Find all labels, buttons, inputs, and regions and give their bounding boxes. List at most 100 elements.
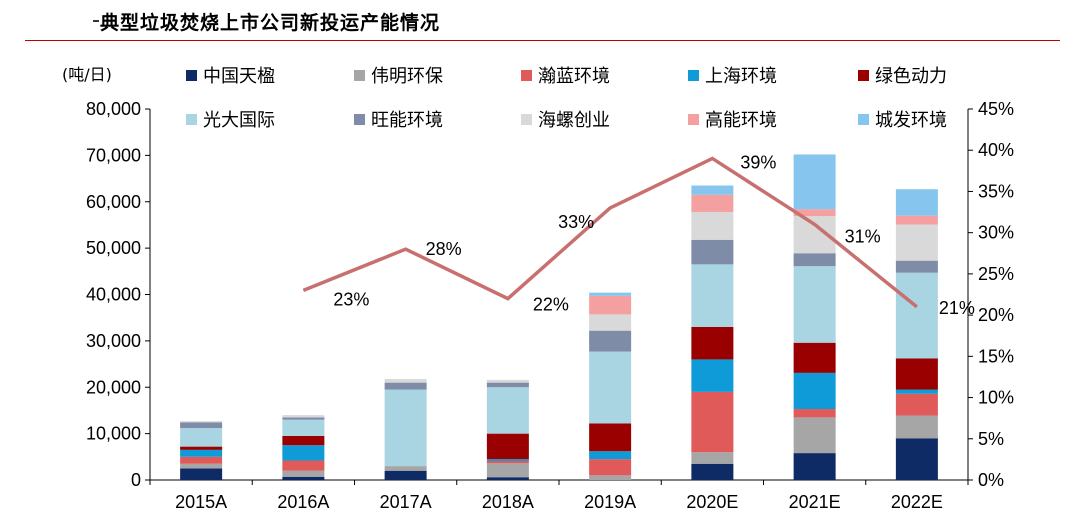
y-tick-label: 50,000 (86, 238, 141, 258)
bar-segment (180, 456, 223, 464)
bar-segment (691, 264, 734, 327)
bar-segment (486, 460, 529, 464)
bar-segment (384, 470, 427, 480)
bar-segment (589, 330, 632, 352)
legend-swatch (688, 114, 699, 125)
bar-segment (589, 423, 632, 452)
bar-segment (180, 422, 223, 429)
bar-segment (895, 224, 938, 261)
bar-segment (895, 415, 938, 439)
y-tick-label: 80,000 (86, 99, 141, 119)
bar-segment (486, 379, 529, 383)
bar-segment (486, 459, 529, 461)
legend-label: 旺能环境 (371, 110, 443, 131)
line-data-label: 31% (845, 226, 881, 246)
bar-segment (282, 419, 325, 436)
bar-segment (589, 292, 632, 296)
legend-label: 绿色动力 (875, 66, 947, 87)
line-data-label: 22% (533, 295, 569, 315)
bar-segment (895, 260, 938, 273)
bar-segment (691, 359, 734, 392)
bar-segment (282, 417, 325, 420)
bar-segment (589, 351, 632, 424)
x-tick-label: 2021E (789, 492, 841, 512)
y2-tick-label: 40% (978, 140, 1014, 160)
chart-line: 23% 28% 22% 33% 39% 31% 21% (302, 152, 975, 318)
y-tick-label: 60,000 (86, 192, 141, 212)
legend-swatch (521, 70, 532, 81)
y-tick-label: 70,000 (86, 145, 141, 165)
bar-segment (282, 460, 325, 471)
bar-segment (589, 314, 632, 331)
legend-label: 城发环境 (875, 110, 947, 131)
y-tick-label: 10,000 (86, 424, 141, 444)
bar-segment (895, 272, 938, 359)
chart-title: 典型垃圾焚烧上市公司新投运产能情况 (100, 12, 441, 34)
legend-label: 瀚蓝环境 (538, 66, 610, 87)
legend-swatch (521, 114, 532, 125)
x-tick-label: 2020E (686, 492, 738, 512)
x-tick-label: 2019A (584, 492, 636, 512)
bar-segment (793, 453, 836, 480)
legend-swatch (186, 70, 197, 81)
bar-segment (180, 468, 223, 480)
y2-tick-label: 20% (978, 305, 1014, 325)
bar-segment (282, 476, 325, 480)
bar-segment (691, 185, 734, 195)
bar-segment (384, 466, 427, 471)
legend-swatch (186, 114, 197, 125)
bar-segment (384, 389, 427, 467)
y2-tick-label: 15% (978, 346, 1014, 366)
y2-tick-label: 45% (978, 99, 1014, 119)
bar-segment (180, 421, 223, 423)
legend-swatch (858, 114, 869, 125)
bar-segment (486, 477, 529, 480)
x-tick-label: 2017A (380, 492, 432, 512)
chart-bars (180, 154, 938, 480)
bar-segment (793, 253, 836, 267)
legend-label: 中国天楹 (203, 66, 275, 87)
bar-segment (589, 475, 632, 480)
y2-tick-label: 5% (978, 429, 1004, 449)
bar-segment (895, 189, 938, 216)
bar-segment (895, 438, 938, 480)
bar-segment (282, 445, 325, 461)
bar-segment (486, 382, 529, 388)
bar-segment (793, 417, 836, 454)
title-marker (93, 20, 99, 22)
bar-segment (691, 452, 734, 464)
bar-segment (895, 393, 938, 416)
bar-segment (895, 358, 938, 390)
bar-segment (384, 378, 427, 383)
bar-segment (180, 446, 223, 450)
line-data-label: 23% (333, 289, 369, 309)
bar-segment (589, 451, 632, 460)
y2-tick-label: 30% (978, 223, 1014, 243)
bar-segment (486, 387, 529, 434)
bar-segment (793, 342, 836, 373)
bar-segment (589, 295, 632, 315)
bar-segment (691, 239, 734, 265)
legend-label: 上海环境 (705, 66, 777, 87)
bar-segment (180, 463, 223, 469)
y-axis-unit: (吨/日) (62, 65, 112, 84)
legend-label: 高能环境 (705, 110, 777, 131)
x-tick-label: 2018A (482, 492, 534, 512)
bar-segment (180, 449, 223, 457)
y-tick-label: 0 (131, 470, 141, 490)
ratio-line (302, 156, 918, 309)
bar-segment (384, 382, 427, 390)
legend-label: 伟明环保 (371, 66, 443, 87)
bar-segment (793, 409, 836, 418)
line-data-label: 33% (558, 212, 594, 232)
bar-segment (691, 463, 734, 480)
y-tick-label: 40,000 (86, 285, 141, 305)
bar-segment (895, 215, 938, 225)
bar-segment (793, 154, 836, 210)
bar-segment (486, 463, 529, 478)
bar-segment (180, 428, 223, 447)
y2-tick-label: 25% (978, 264, 1014, 284)
x-tick-label: 2022E (891, 492, 943, 512)
